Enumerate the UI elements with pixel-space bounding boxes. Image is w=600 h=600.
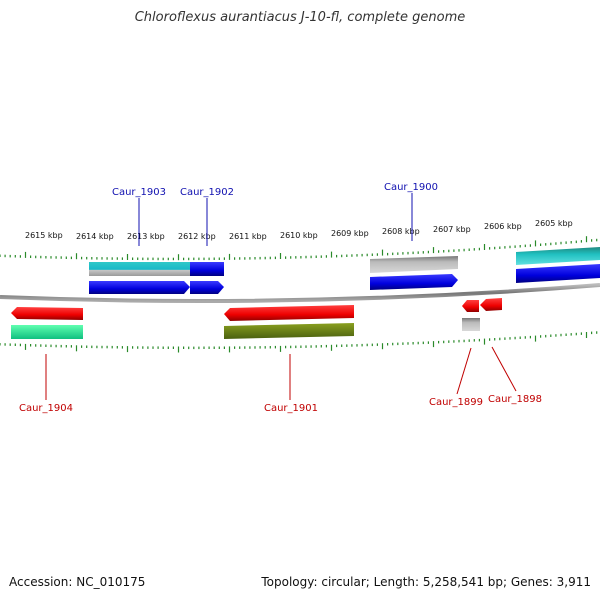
gene-feature-caur-1900-cog[interactable] xyxy=(370,256,458,273)
label-leaders xyxy=(45,193,517,400)
gene-label-caur-1898[interactable]: Caur_1898 xyxy=(488,394,542,405)
gene-arrow-caur-1900[interactable] xyxy=(370,274,458,290)
scale-label: 2612 kbp xyxy=(178,232,216,241)
gene-labels: Caur_1903 Caur_1902 Caur_1900 Caur_1904 … xyxy=(19,182,542,414)
gene-feature-caur-1899-cog[interactable] xyxy=(462,318,480,331)
scale-ticks-bottom xyxy=(0,331,598,353)
gene-label-caur-1902[interactable]: Caur_1902 xyxy=(180,187,234,198)
gene-feature-caur-1902-cog[interactable] xyxy=(190,262,224,276)
scale-label: 2606 kbp xyxy=(484,222,522,231)
gene-feature-caur-1904-cog[interactable] xyxy=(11,325,83,339)
genome-backbone xyxy=(0,283,600,303)
gene-arrow-caur-1902[interactable] xyxy=(190,281,224,294)
scale-label: 2605 kbp xyxy=(535,219,573,228)
scale-label: 2607 kbp xyxy=(433,225,471,234)
forward-strand xyxy=(89,247,600,294)
scale-label: 2609 kbp xyxy=(331,229,369,238)
scale-label: 2614 kbp xyxy=(76,232,114,241)
gene-label-caur-1900[interactable]: Caur_1900 xyxy=(384,182,438,193)
reverse-strand xyxy=(11,298,502,339)
gene-arrow-caur-1899[interactable] xyxy=(462,300,479,312)
gene-feature-caur-1901-cog[interactable] xyxy=(224,323,354,339)
gene-label-caur-1904[interactable]: Caur_1904 xyxy=(19,403,73,414)
scale-ticks-top xyxy=(0,236,598,261)
gene-label-caur-1899[interactable]: Caur_1899 xyxy=(429,397,483,408)
gene-arrow-caur-1904[interactable] xyxy=(11,307,83,320)
gene-arrow-caur-1898[interactable] xyxy=(480,298,502,311)
gene-arrow-caur-1903[interactable] xyxy=(89,281,190,294)
map-title: Chloroflexus aurantiacus J-10-fl, comple… xyxy=(134,10,466,25)
topology-text: Topology: circular; Length: 5,258,541 bp… xyxy=(261,575,591,589)
accession-text: Accession: NC_010175 xyxy=(9,575,146,589)
scale-label: 2610 kbp xyxy=(280,231,318,240)
scale-labels: 2615 kbp 2614 kbp 2613 kbp 2612 kbp 2611… xyxy=(25,219,573,241)
gene-arrow-caur-1901[interactable] xyxy=(224,305,354,321)
scale-label: 2615 kbp xyxy=(25,231,63,240)
scale-label: 2611 kbp xyxy=(229,232,267,241)
gene-feature-edge-cog[interactable] xyxy=(516,247,600,265)
gene-label-caur-1901[interactable]: Caur_1901 xyxy=(264,403,318,414)
scale-label: 2613 kbp xyxy=(127,232,165,241)
gene-arrow-edge[interactable] xyxy=(516,264,600,283)
gene-feature-caur-1903-cog[interactable] xyxy=(89,262,190,276)
gene-label-caur-1903[interactable]: Caur_1903 xyxy=(112,187,166,198)
scale-label: 2608 kbp xyxy=(382,227,420,236)
